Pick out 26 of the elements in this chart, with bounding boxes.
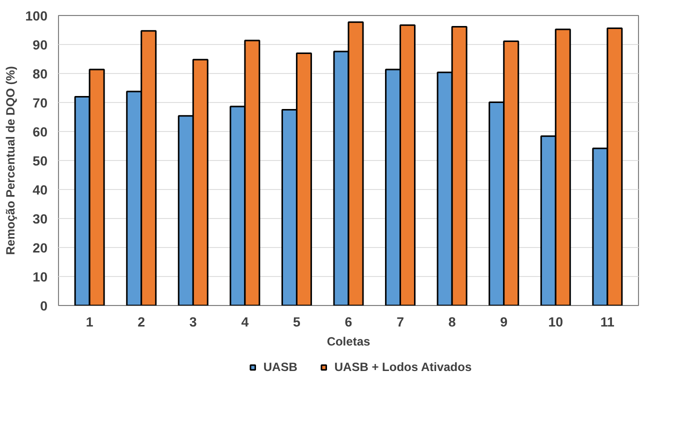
y-tick-label: 40 bbox=[32, 182, 48, 198]
x-tick-label: 5 bbox=[293, 314, 302, 330]
y-tick-label: 100 bbox=[25, 8, 48, 24]
x-tick-label: 9 bbox=[500, 314, 508, 330]
y-tick-label: 50 bbox=[32, 154, 48, 168]
y-axis-title: Remoção Percentual de DQO (%) bbox=[3, 66, 18, 255]
y-tick-label: 20 bbox=[32, 240, 48, 256]
y-tick-label: 30 bbox=[32, 212, 48, 226]
x-tick-label: 8 bbox=[448, 314, 456, 330]
legend-label: UASB bbox=[263, 360, 298, 374]
x-tick-label: 10 bbox=[548, 314, 564, 330]
x-axis-title: Coletas bbox=[326, 334, 370, 348]
y-tick-label: 80 bbox=[32, 66, 48, 82]
y-tick-label: 0 bbox=[40, 298, 48, 314]
y-tick-label: 10 bbox=[32, 270, 48, 284]
y-tick-label: 70 bbox=[32, 96, 48, 110]
legend-label: UASB + Lodos Ativados bbox=[334, 360, 472, 374]
x-tick-label: 2 bbox=[138, 314, 146, 330]
x-tick-label: 11 bbox=[600, 314, 616, 330]
x-tick-label: 7 bbox=[396, 314, 404, 330]
x-tick-label: 1 bbox=[86, 314, 94, 330]
x-tick-label: 4 bbox=[241, 314, 250, 330]
y-tick-label: 90 bbox=[32, 38, 48, 52]
y-tick-label: 60 bbox=[32, 124, 48, 140]
x-tick-label: 6 bbox=[344, 314, 352, 330]
x-tick-label: 3 bbox=[189, 314, 197, 330]
